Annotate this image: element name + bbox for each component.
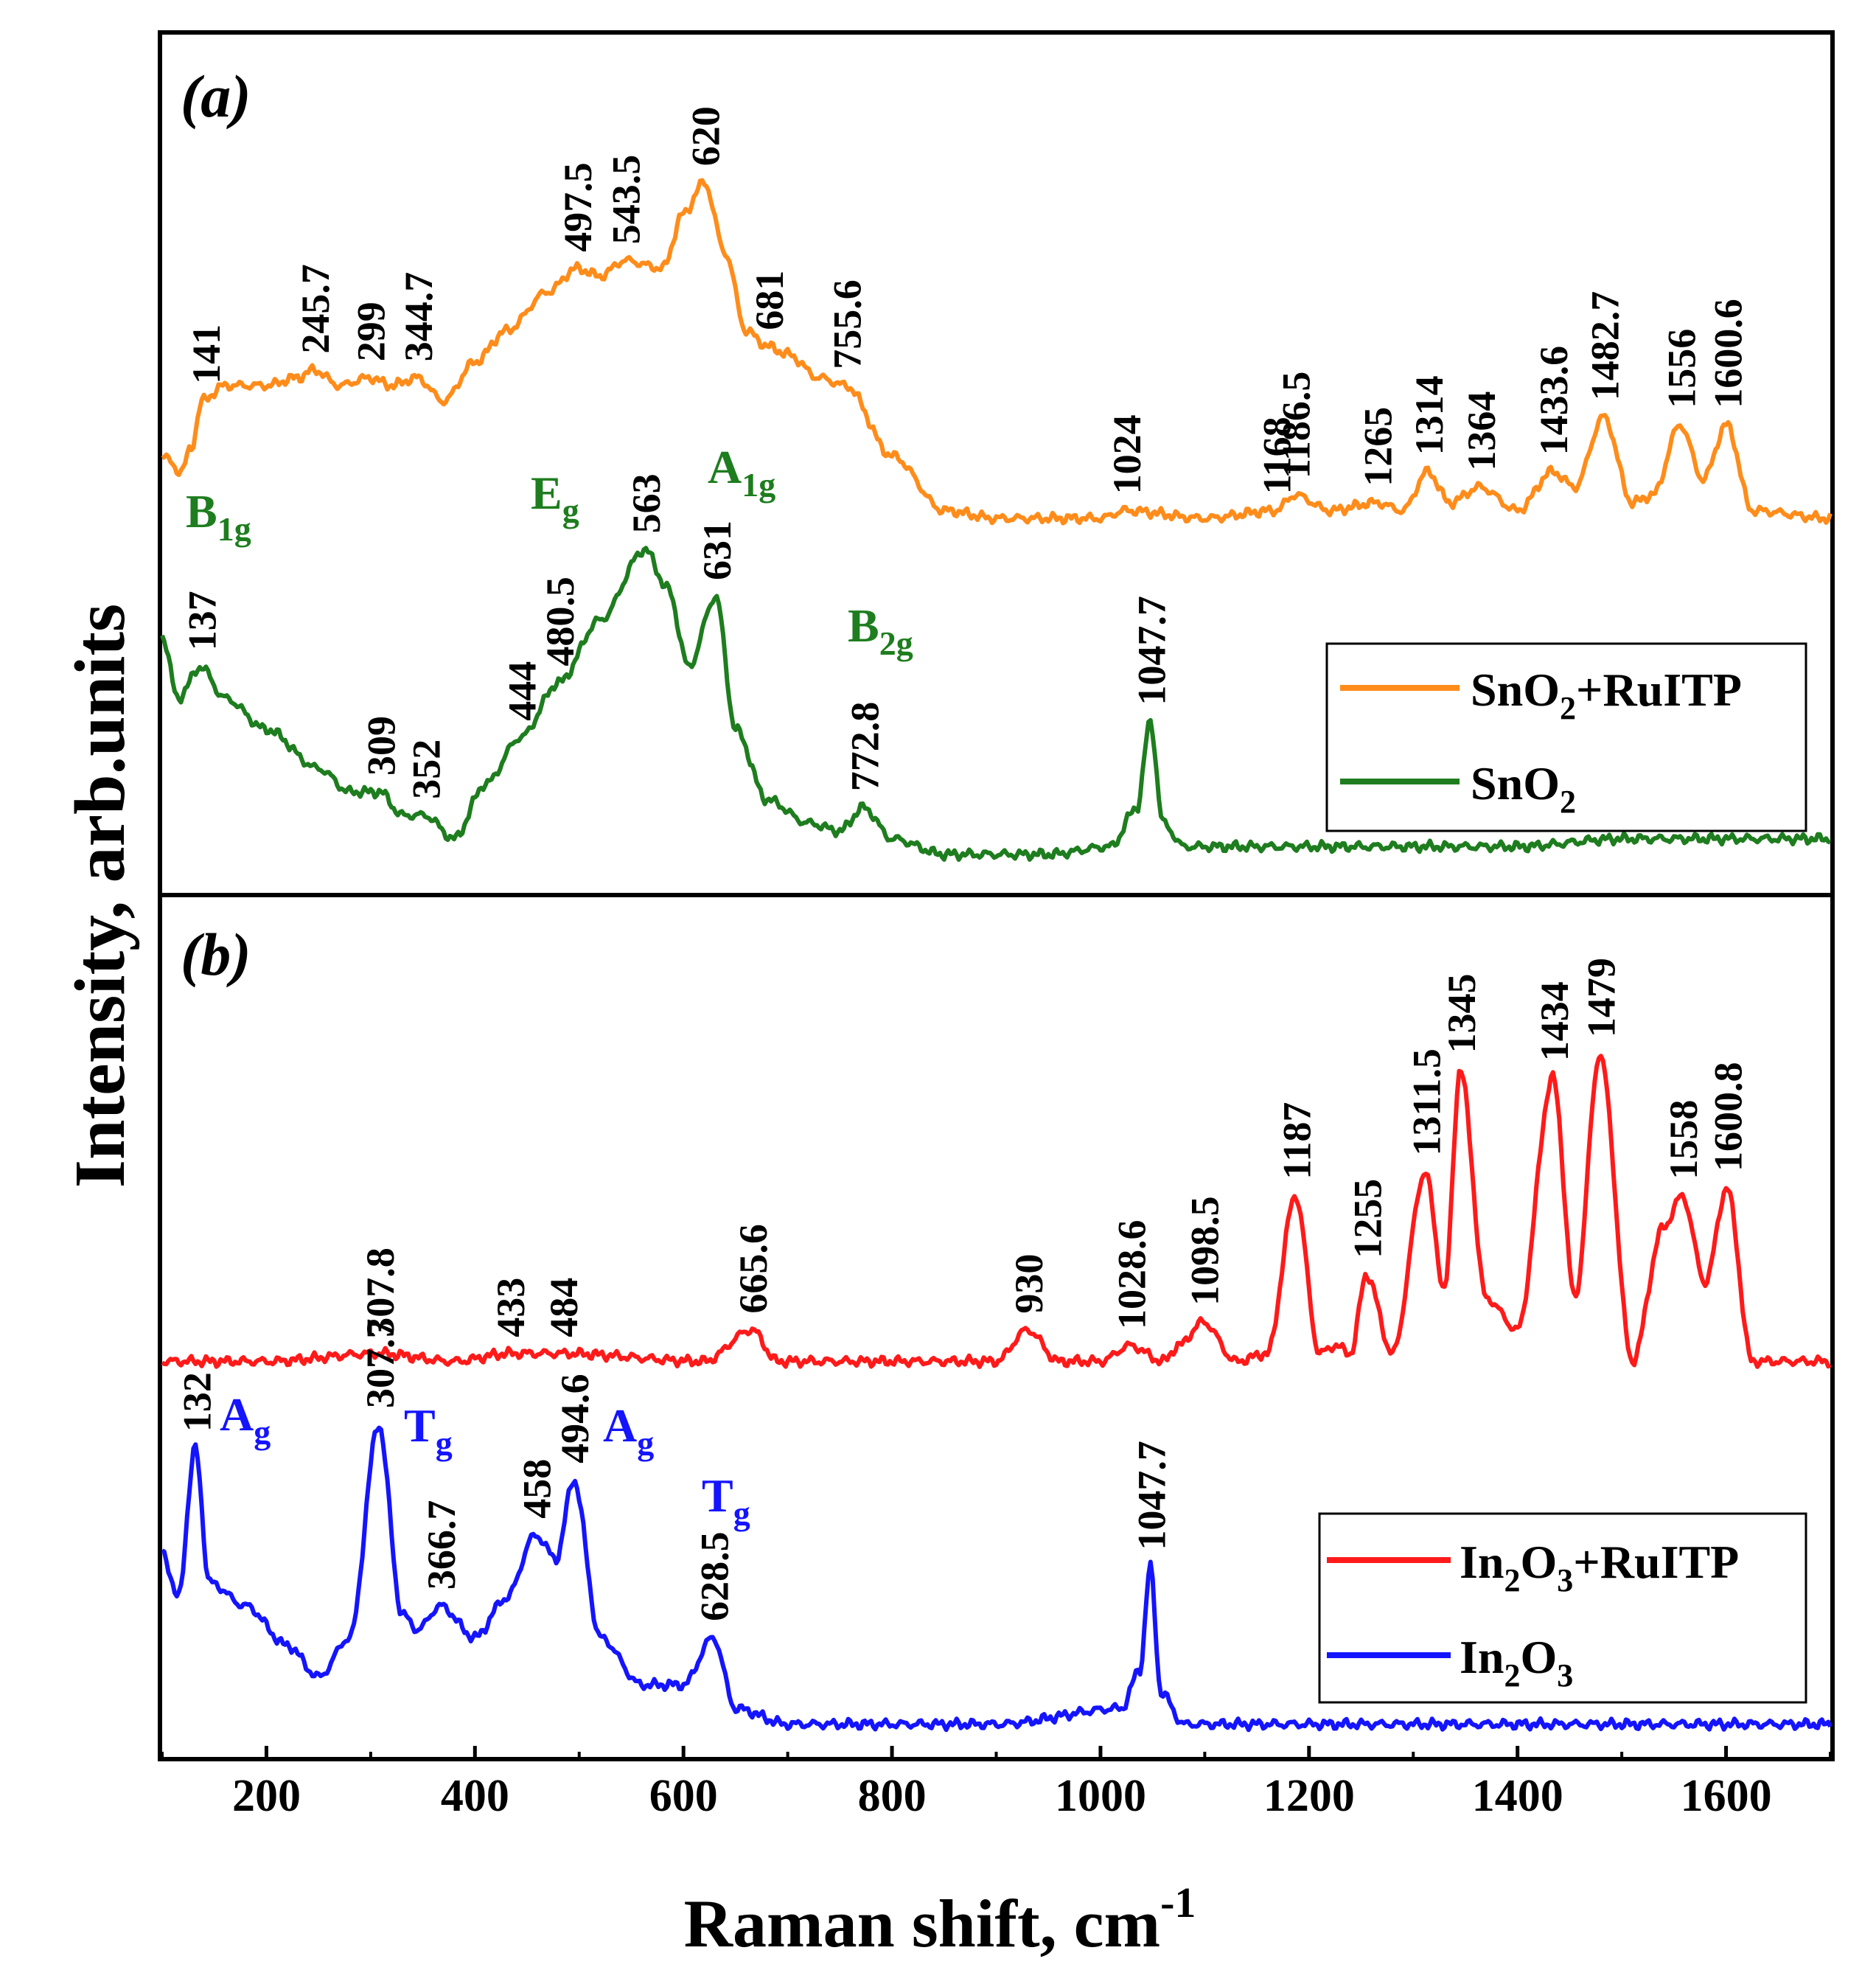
peak-label-in2o3-ruitp-1434: 1434: [1532, 981, 1577, 1061]
peak-label-in2o3-132: 132: [175, 1372, 219, 1432]
legend-a-label-1: SnO2+RuITP: [1471, 664, 1742, 726]
x-tick-label-1200: 1200: [1263, 1771, 1355, 1821]
panel-b-label: (b): [181, 921, 251, 988]
peak-label-sno2-1047.7: 1047.7: [1129, 596, 1174, 706]
y-axis-label: Intensity, arb.units: [60, 604, 140, 1188]
mode-label-b2g: B2g: [848, 599, 913, 662]
peak-label-sno2-ruitp-1186.5: 1186.5: [1275, 372, 1319, 479]
legend-a: SnO2+RuITP SnO2: [1325, 642, 1807, 832]
peak-label-sno2-444: 444: [501, 661, 545, 721]
peak-label-sno2-ruitp-1600.6: 1600.6: [1706, 299, 1750, 408]
peak-label-in2o3-307.7: 307.7: [358, 1319, 402, 1409]
mode-label-tg-1: Tg: [404, 1399, 453, 1462]
peak-label-in2o3-ruitp-484: 484: [542, 1278, 586, 1337]
x-axis-label: Raman shift, cm-1: [684, 1879, 1196, 1961]
panel-a: 141 245.7 299 344.7 497.5 543.5 620 681 755.6 102…: [160, 106, 1833, 862]
peak-label-sno2-ruitp-1265: 1265: [1356, 407, 1401, 487]
peak-label-sno2-ruitp-1314: 1314: [1407, 375, 1451, 455]
legend-b-label-2: In2O3: [1460, 1631, 1573, 1694]
legend-b-box: [1318, 1512, 1807, 1704]
peak-label-in2o3-ruitp-665.6: 665.6: [731, 1224, 775, 1314]
peak-label-sno2-352: 352: [404, 739, 448, 799]
peak-label-in2o3-366.7: 366.7: [419, 1500, 464, 1590]
peak-label-sno2-ruitp-1168: 1168: [1255, 417, 1300, 494]
peak-label-in2o3-ruitp-1600.8: 1600.8: [1706, 1062, 1751, 1172]
x-tick-label-1400: 1400: [1472, 1771, 1563, 1821]
x-axis-label-sup: -1: [1160, 1879, 1196, 1927]
peak-label-sno2-ruitp-1364: 1364: [1460, 391, 1504, 471]
peak-label-in2o3-628.5: 628.5: [693, 1531, 737, 1621]
panel-a-label: (a): [181, 63, 251, 130]
peak-label-in2o3-ruitp-1255: 1255: [1346, 1179, 1390, 1259]
peak-label-in2o3-ruitp-1187: 1187: [1275, 1102, 1319, 1180]
mode-label-ag-1: Ag: [220, 1388, 271, 1451]
peak-label-in2o3-ruitp-1028.6: 1028.6: [1109, 1220, 1154, 1330]
x-axis-label-main: Raman shift, cm: [684, 1886, 1161, 1961]
peak-label-in2o3-458: 458: [515, 1459, 559, 1519]
series-line-in2o3-ruitp: [161, 1054, 1832, 1369]
x-tick-label-400: 400: [441, 1771, 509, 1821]
legend-b-label-1: In2O3+RuITP: [1460, 1536, 1739, 1598]
peak-label-sno2-309: 309: [360, 716, 404, 776]
peak-label-sno2-ruitp-681: 681: [747, 271, 792, 330]
mode-label-b1g: B1g: [186, 485, 251, 548]
peak-label-sno2-ruitp-245.7: 245.7: [293, 264, 338, 354]
series-line-in2o3: [161, 1425, 1833, 1733]
peak-label-sno2-ruitp-141: 141: [184, 324, 229, 384]
peak-label-sno2-ruitp-1024: 1024: [1105, 414, 1149, 494]
peak-label-sno2-ruitp-543.5: 543.5: [604, 155, 648, 245]
series-line-sno2: [160, 546, 1832, 862]
peak-label-in2o3-494.6: 494.6: [553, 1374, 597, 1463]
legend-a-label-2: SnO2: [1471, 757, 1576, 820]
peak-label-in2o3-ruitp-1479: 1479: [1579, 958, 1623, 1037]
peak-label-sno2-ruitp-299: 299: [349, 302, 394, 361]
x-tick-label-1600: 1600: [1681, 1771, 1772, 1821]
x-tick-label-800: 800: [858, 1771, 927, 1821]
legend-a-box: [1325, 642, 1807, 832]
peak-label-sno2-ruitp-497.5: 497.5: [556, 162, 600, 252]
peak-label-in2o3-ruitp-1311.5: 1311.5: [1405, 1048, 1449, 1156]
peak-label-sno2-563: 563: [624, 473, 669, 533]
panel-b: 307.8 433 484 665.6 930 1028.6 1098.5 1187 1255 1…: [161, 958, 1833, 1733]
peak-label-in2o3-1047.7: 1047.7: [1129, 1441, 1174, 1550]
mode-label-eg: Eg: [531, 467, 579, 529]
peak-label-sno2-ruitp-344.7: 344.7: [397, 272, 441, 362]
series-line-sno2-ruitp: [161, 178, 1833, 526]
mode-label-tg-2: Tg: [702, 1469, 750, 1532]
peak-label-sno2-137: 137: [180, 591, 224, 650]
x-axis: 200 400 600 800 1000 1200 1400 1600: [161, 1746, 1832, 1821]
peak-label-sno2-ruitp-755.6: 755.6: [825, 279, 869, 369]
peak-label-sno2-772.8: 772.8: [843, 702, 888, 792]
peak-label-sno2-480.5: 480.5: [538, 577, 582, 666]
peak-label-in2o3-ruitp-307.8: 307.8: [358, 1247, 402, 1337]
peak-label-in2o3-ruitp-1345: 1345: [1440, 974, 1484, 1054]
peak-label-sno2-631: 631: [695, 521, 739, 580]
x-tick-label-1000: 1000: [1055, 1771, 1146, 1821]
mode-label-a1g: A1g: [708, 441, 775, 504]
x-tick-label-600: 600: [649, 1771, 718, 1821]
legend-b: In2O3+RuITP In2O3: [1318, 1512, 1807, 1704]
peak-label-in2o3-ruitp-1558: 1558: [1661, 1100, 1706, 1180]
peak-label-sno2-ruitp-1556: 1556: [1659, 329, 1704, 408]
peak-label-sno2-ruitp-1482.7: 1482.7: [1583, 291, 1628, 401]
peak-label-in2o3-ruitp-1098.5: 1098.5: [1182, 1196, 1227, 1306]
mode-label-ag-2: Ag: [603, 1399, 654, 1462]
x-tick-label-200: 200: [232, 1771, 301, 1821]
peak-label-sno2-ruitp-1433.6: 1433.6: [1532, 346, 1576, 456]
peak-label-in2o3-ruitp-433: 433: [489, 1278, 533, 1337]
peak-label-sno2-ruitp-620: 620: [684, 106, 728, 166]
peak-label-in2o3-ruitp-930: 930: [1007, 1254, 1051, 1314]
